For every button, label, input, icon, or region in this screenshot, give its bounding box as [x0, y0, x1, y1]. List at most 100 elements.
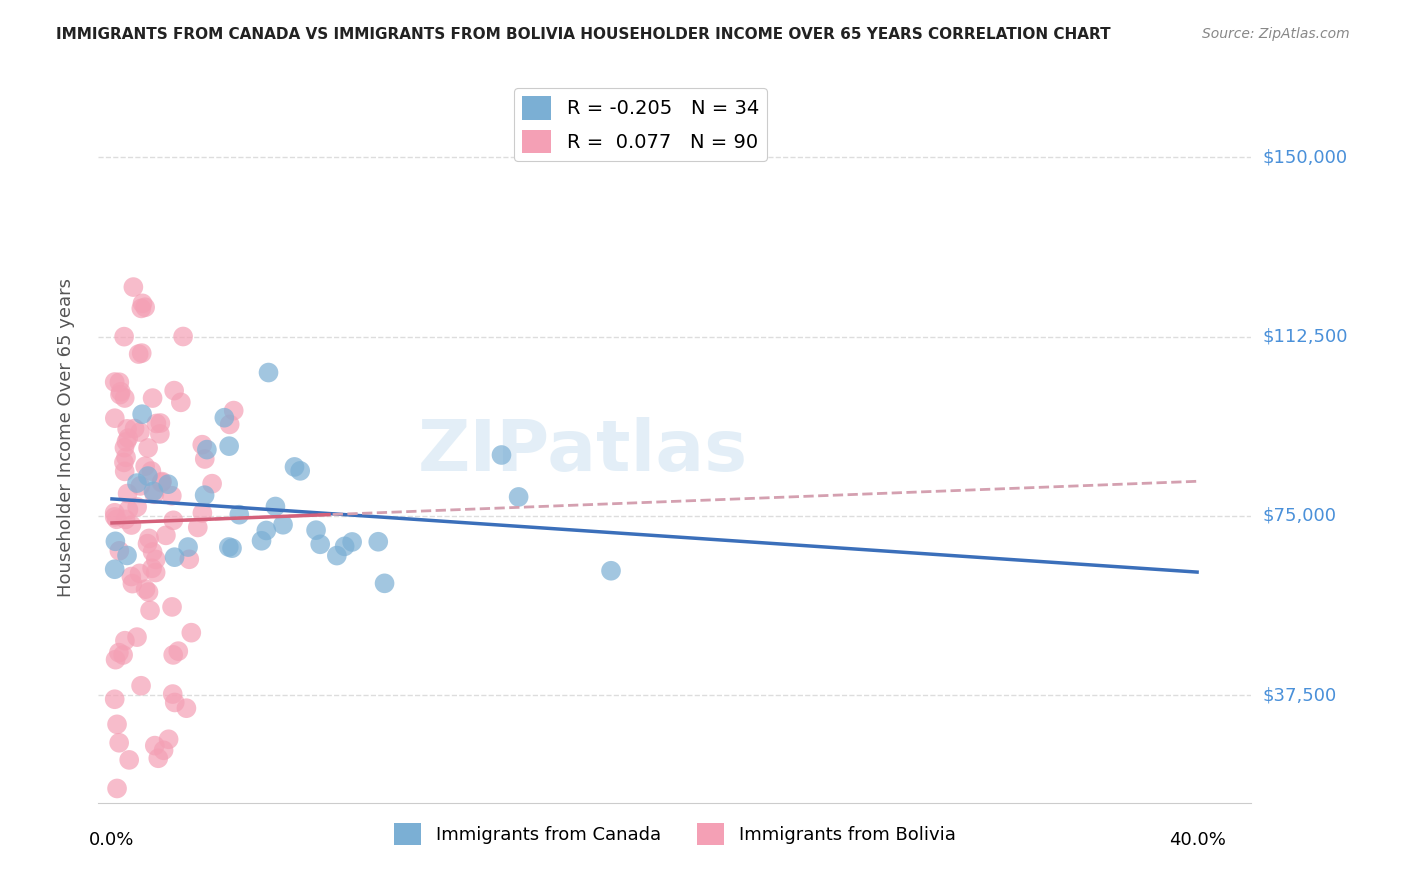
- Immigrants from Canada: [290, 464, 312, 478]
- Immigrants from Canada: [115, 549, 138, 563]
- Immigrants from Bolivia: [108, 736, 131, 750]
- Immigrants from Bolivia: [172, 329, 194, 343]
- Immigrants from Canada: [131, 407, 153, 421]
- Immigrants from Canada: [600, 564, 623, 578]
- Immigrants from Bolivia: [139, 603, 162, 617]
- Immigrants from Bolivia: [114, 512, 136, 526]
- Immigrants from Bolivia: [150, 475, 173, 489]
- Immigrants from Bolivia: [108, 646, 131, 660]
- Immigrants from Bolivia: [115, 450, 138, 465]
- Immigrants from Bolivia: [105, 512, 128, 526]
- Immigrants from Bolivia: [170, 395, 193, 409]
- Immigrants from Bolivia: [135, 582, 157, 596]
- Immigrants from Bolivia: [104, 692, 127, 706]
- Immigrants from Canada: [214, 410, 236, 425]
- Immigrants from Bolivia: [114, 633, 136, 648]
- Immigrants from Bolivia: [157, 732, 180, 747]
- Immigrants from Canada: [104, 562, 127, 576]
- Immigrants from Bolivia: [176, 701, 198, 715]
- Text: $37,500: $37,500: [1263, 686, 1337, 705]
- Immigrants from Bolivia: [131, 346, 153, 360]
- Immigrants from Bolivia: [118, 753, 141, 767]
- Text: $112,500: $112,500: [1263, 327, 1348, 346]
- Immigrants from Canada: [142, 484, 165, 499]
- Immigrants from Bolivia: [142, 545, 165, 559]
- Immigrants from Bolivia: [104, 506, 127, 520]
- Immigrants from Bolivia: [104, 653, 127, 667]
- Immigrants from Canada: [136, 469, 159, 483]
- Immigrants from Canada: [309, 537, 332, 551]
- Immigrants from Canada: [257, 366, 280, 380]
- Text: IMMIGRANTS FROM CANADA VS IMMIGRANTS FROM BOLIVIA HOUSEHOLDER INCOME OVER 65 YEA: IMMIGRANTS FROM CANADA VS IMMIGRANTS FRO…: [56, 27, 1111, 42]
- Immigrants from Bolivia: [108, 387, 131, 401]
- Immigrants from Bolivia: [128, 566, 150, 581]
- Immigrants from Bolivia: [122, 280, 145, 294]
- Immigrants from Bolivia: [142, 391, 165, 405]
- Immigrants from Bolivia: [194, 452, 217, 467]
- Immigrants from Bolivia: [115, 422, 138, 436]
- Text: ZIPatlas: ZIPatlas: [418, 417, 748, 486]
- Immigrants from Bolivia: [114, 464, 136, 478]
- Immigrants from Canada: [367, 534, 389, 549]
- Immigrants from Canada: [374, 576, 396, 591]
- Immigrants from Bolivia: [138, 532, 160, 546]
- Immigrants from Canada: [333, 539, 356, 553]
- Immigrants from Bolivia: [112, 455, 135, 469]
- Immigrants from Bolivia: [143, 487, 166, 501]
- Immigrants from Bolivia: [128, 347, 150, 361]
- Text: $75,000: $75,000: [1263, 507, 1337, 525]
- Immigrants from Bolivia: [134, 300, 156, 314]
- Immigrants from Bolivia: [149, 426, 172, 441]
- Immigrants from Canada: [218, 540, 240, 554]
- Immigrants from Bolivia: [125, 630, 148, 644]
- Immigrants from Bolivia: [179, 552, 201, 566]
- Immigrants from Bolivia: [134, 459, 156, 474]
- Immigrants from Bolivia: [115, 434, 138, 449]
- Immigrants from Bolivia: [160, 489, 183, 503]
- Text: 0.0%: 0.0%: [90, 830, 135, 848]
- Immigrants from Bolivia: [108, 543, 131, 558]
- Immigrants from Bolivia: [120, 569, 142, 583]
- Immigrants from Canada: [157, 477, 180, 491]
- Immigrants from Canada: [326, 549, 349, 563]
- Immigrants from Bolivia: [160, 599, 183, 614]
- Immigrants from Bolivia: [112, 329, 135, 343]
- Immigrants from Bolivia: [138, 585, 160, 599]
- Immigrants from Bolivia: [152, 743, 174, 757]
- Immigrants from Canada: [508, 490, 530, 504]
- Immigrants from Bolivia: [162, 687, 184, 701]
- Immigrants from Bolivia: [180, 625, 202, 640]
- Immigrants from Canada: [221, 541, 243, 556]
- Immigrants from Bolivia: [150, 475, 173, 490]
- Immigrants from Canada: [340, 535, 363, 549]
- Immigrants from Bolivia: [120, 518, 142, 533]
- Immigrants from Bolivia: [163, 384, 186, 398]
- Immigrants from Bolivia: [129, 679, 152, 693]
- Immigrants from Bolivia: [131, 301, 153, 316]
- Immigrants from Bolivia: [136, 536, 159, 550]
- Immigrants from Bolivia: [155, 528, 177, 542]
- Immigrants from Bolivia: [162, 648, 184, 662]
- Immigrants from Bolivia: [117, 486, 139, 500]
- Immigrants from Bolivia: [222, 403, 245, 417]
- Immigrants from Canada: [163, 550, 186, 565]
- Immigrants from Bolivia: [145, 552, 167, 566]
- Immigrants from Bolivia: [141, 464, 163, 478]
- Immigrants from Bolivia: [104, 411, 127, 425]
- Immigrants from Canada: [271, 517, 294, 532]
- Immigrants from Bolivia: [129, 479, 152, 493]
- Immigrants from Bolivia: [136, 441, 159, 455]
- Immigrants from Canada: [228, 508, 250, 522]
- Immigrants from Canada: [218, 439, 240, 453]
- Immigrants from Bolivia: [141, 561, 163, 575]
- Immigrants from Bolivia: [105, 717, 128, 731]
- Immigrants from Bolivia: [191, 506, 214, 520]
- Immigrants from Bolivia: [127, 500, 149, 514]
- Immigrants from Canada: [104, 534, 127, 549]
- Immigrants from Bolivia: [145, 417, 167, 431]
- Immigrants from Bolivia: [117, 502, 139, 516]
- Immigrants from Bolivia: [143, 739, 166, 753]
- Text: $150,000: $150,000: [1263, 148, 1347, 167]
- Immigrants from Bolivia: [163, 696, 186, 710]
- Immigrants from Canada: [195, 442, 218, 457]
